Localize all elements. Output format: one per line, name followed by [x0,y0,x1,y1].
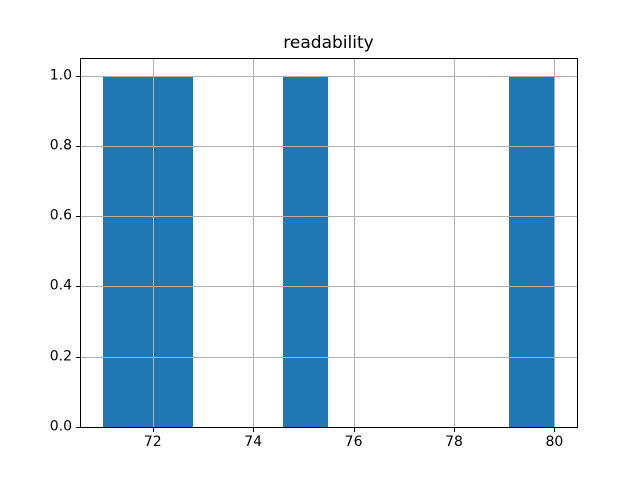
gridline-horizontal [80,356,577,358]
chart-title: readability [283,33,374,53]
plot-frame [80,58,578,428]
histogram-bar [102,75,148,427]
histogram-bar [283,75,329,427]
gridline-horizontal [80,75,577,77]
y-tick-label: 1.0 [49,67,72,84]
x-axis-tick [253,428,255,432]
y-axis-tick [76,145,80,147]
y-axis-tick [76,216,80,218]
gridline-horizontal [80,145,577,147]
y-tick-label: 0.8 [49,137,72,154]
x-tick-label: 80 [545,434,564,450]
x-axis-tick [353,428,355,432]
x-tick-label: 78 [445,434,463,450]
y-axis-tick [76,286,80,288]
gridline-horizontal [80,286,577,288]
histogram-bar [147,75,193,427]
x-axis-tick [152,428,154,432]
y-axis-tick [76,356,80,358]
gridline-vertical [353,58,355,427]
y-axis-tick [76,75,80,77]
histogram-bar [509,75,555,427]
y-tick-label: 0.4 [49,277,72,294]
gridline-vertical [454,58,455,427]
y-axis-tick [76,427,80,428]
x-tick-label: 76 [344,434,363,450]
y-tick-label: 0.2 [49,348,72,365]
y-tick-label: 0.0 [49,418,72,435]
x-axis-tick [554,428,556,432]
y-tick-label: 0.6 [49,207,72,224]
x-axis-tick [454,428,455,432]
x-tick-label: 72 [143,434,162,450]
gridline-vertical [152,58,154,427]
x-tick-label: 74 [244,434,263,450]
gridline-horizontal [80,216,577,218]
gridline-vertical [554,58,556,427]
gridline-vertical [253,58,255,427]
